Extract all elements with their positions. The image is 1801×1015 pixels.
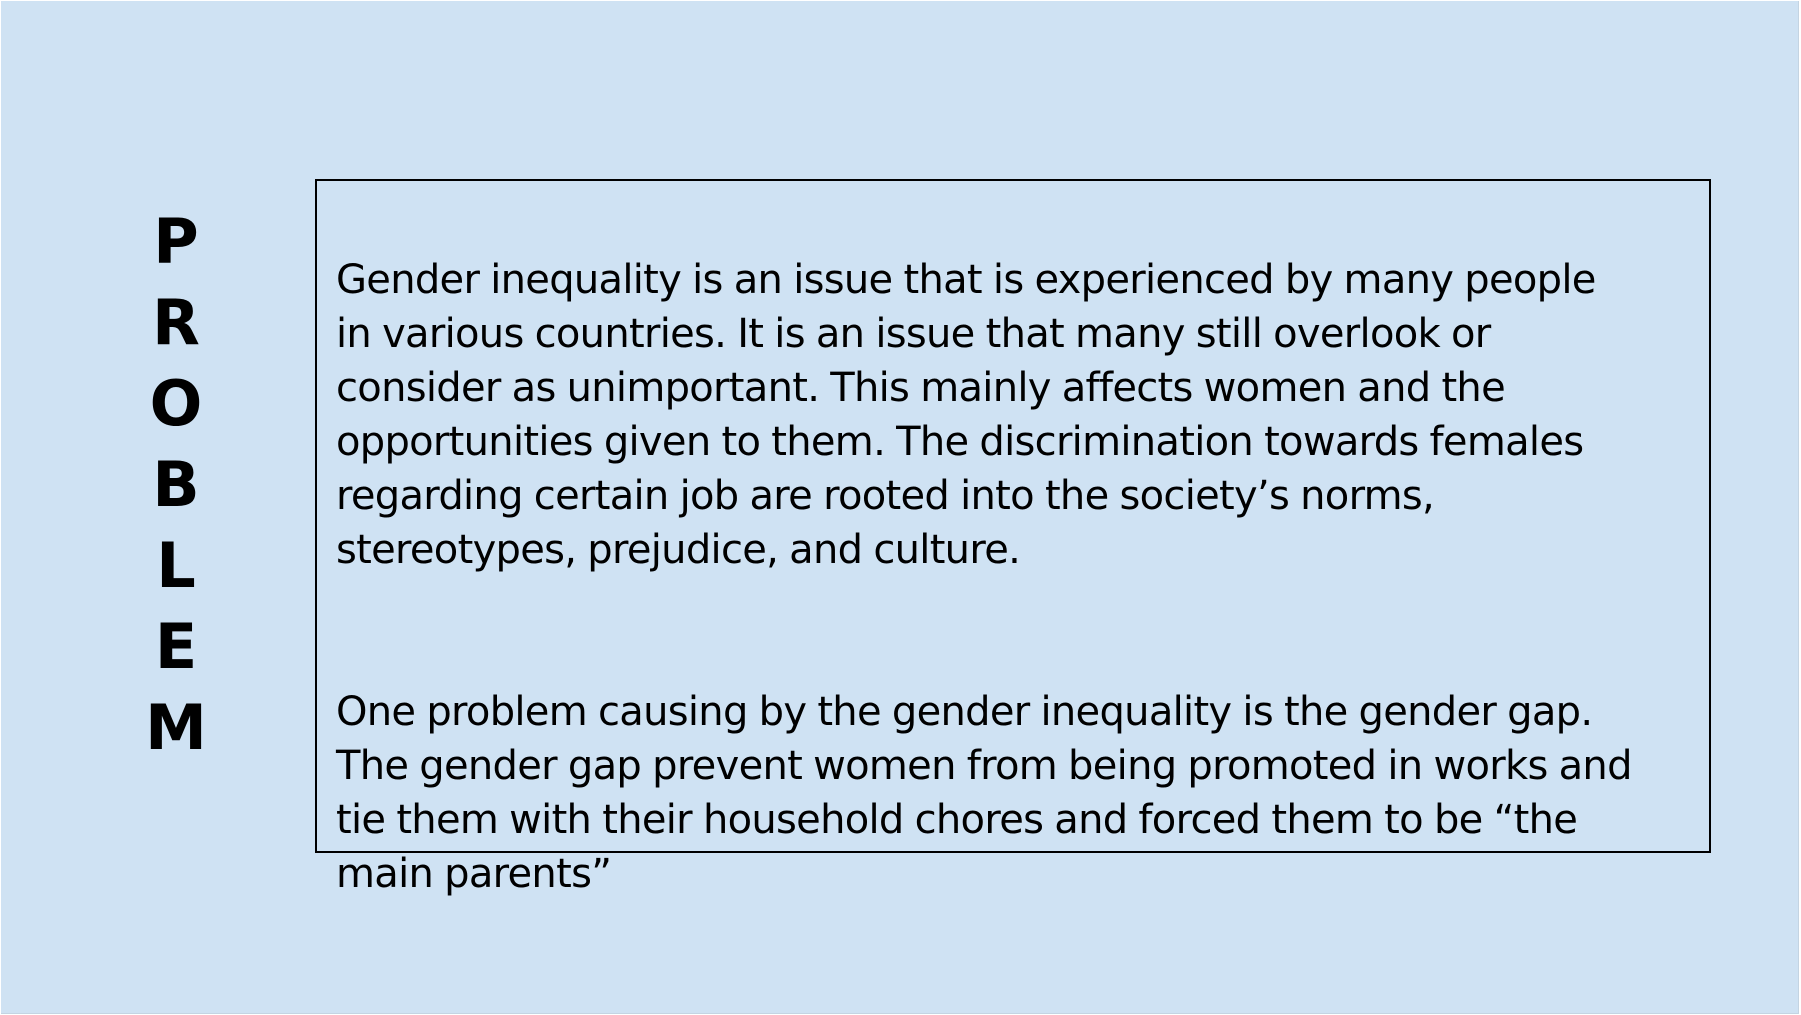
paragraph-intro: Gender inequality is an issue that is ex…: [336, 257, 1596, 573]
title-letter: P: [153, 205, 199, 278]
title-letter: L: [156, 529, 196, 602]
paragraph-gender-gap: One problem causing by the gender inequa…: [336, 689, 1632, 897]
vertical-title: P R O B L E M: [131, 201, 221, 768]
title-letter: M: [145, 691, 207, 764]
title-letter: E: [154, 610, 198, 683]
title-letter: O: [149, 367, 203, 440]
title-letter: R: [152, 286, 200, 359]
title-letter: B: [152, 448, 200, 521]
body-text-box: Gender inequality is an issue that is ex…: [315, 179, 1711, 897]
